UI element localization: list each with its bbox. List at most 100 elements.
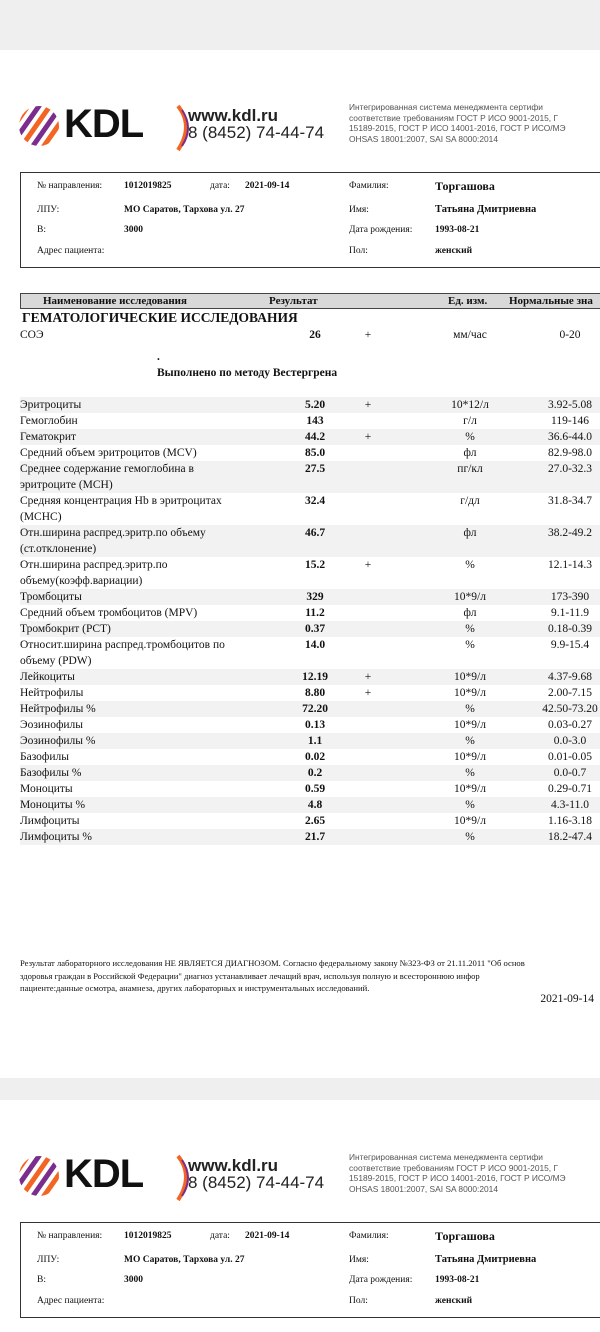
- result-row: Моноциты 0.59 10*9/л 0.29-0.71: [20, 781, 600, 797]
- test-name: Средний объем эритроцитов (MCV): [20, 447, 197, 459]
- test-name: Эозинофилы: [20, 719, 84, 731]
- report-page: KDL www.kdl.ru 8 (8452) 74-44-74 Интегриров…: [0, 1100, 600, 1332]
- result-row: Тромбокрит (PCT) 0.37% 0.18-0.39: [20, 621, 600, 637]
- reference-range: 0.29-0.71: [547, 783, 593, 795]
- method-text: Выполнено по методу Вестергрена: [157, 367, 338, 379]
- test-name: Относит.ширина распред.тромбоцитов по об…: [20, 639, 225, 667]
- logo-icon: [19, 104, 189, 152]
- reference-range: 36.6-44.0: [547, 431, 593, 443]
- reference-range: 173-390: [550, 591, 590, 603]
- column-header: Нормальные зна: [509, 295, 593, 307]
- disclaimer-line: здоровья граждан в Российской Федерации"…: [20, 970, 480, 981]
- test-name: Эозинофилы %: [20, 735, 96, 747]
- field-value: МО Саратов, Тархова ул. 27: [124, 205, 245, 215]
- reference-range: 0.0-0.7: [553, 767, 587, 779]
- table-header: Наименование исследования Результат Ед. из…: [20, 293, 600, 309]
- reference-range: 2.00-7.15: [547, 687, 593, 699]
- unit: %: [465, 831, 475, 843]
- certification-line: OHSAS 18001:2007, SAI SA 8000:2014: [349, 1183, 498, 1194]
- unit: 10*12/л: [451, 399, 489, 411]
- unit: 10*9/л: [454, 815, 486, 827]
- result-row: Среднее содержание гемоглобина в эритроц…: [20, 461, 600, 493]
- certification-line: Интегрированная система менеджмента серт…: [349, 102, 543, 112]
- test-name: Гемоглобин: [20, 415, 78, 427]
- test-name: Нейтрофилы %: [20, 703, 96, 715]
- field-label: Фамилия:: [349, 181, 389, 191]
- field-value: 1012019825: [124, 181, 172, 191]
- url: www.kdl.ru: [188, 106, 279, 125]
- test-name: Гематокрит: [20, 431, 77, 443]
- unit: 10*9/л: [454, 687, 486, 699]
- test-name: Среднее содержание гемоглобина в эритроц…: [20, 463, 194, 491]
- result-row: СОЭ 26 + мм/час 0-20: [20, 327, 600, 343]
- flag: +: [364, 559, 372, 571]
- field-value: 1993-08-21: [435, 225, 480, 235]
- result-row: Эозинофилы 0.13 10*9/л 0.03-0.27: [20, 717, 600, 733]
- url: www.kdl.ru: [188, 1156, 279, 1175]
- test-name: Базофилы: [20, 751, 70, 763]
- reference-range: 119-146: [551, 415, 589, 427]
- test-name: СОЭ: [20, 329, 44, 341]
- result: 32.4: [304, 495, 326, 507]
- field-label: ЛПУ:: [37, 1255, 60, 1265]
- result: 0.2: [307, 767, 323, 779]
- field-value: Торгашова: [435, 1229, 495, 1243]
- result: 0.37: [304, 623, 326, 635]
- result: 5.20: [304, 399, 326, 411]
- result: 72.20: [302, 703, 328, 715]
- result: 46.7: [304, 527, 326, 539]
- result-row: Гематокрит 44.2 +% 36.6-44.0: [20, 429, 600, 445]
- field-value: Торгашова: [435, 179, 495, 193]
- column-header: Ед. изм.: [448, 295, 488, 307]
- result-row: Отн.ширина распред.эритр.по объему(коэфф…: [20, 557, 600, 589]
- field-value: 3000: [124, 1275, 143, 1285]
- reference-range: 42.50-73.20: [542, 703, 598, 715]
- field-label: Имя:: [349, 205, 369, 215]
- reference-range: 0.03-0.27: [547, 719, 593, 731]
- field-label: ЛПУ:: [37, 205, 60, 215]
- disclaimer-line: пациенте:данные осмотра, анамнеза, други…: [20, 983, 370, 993]
- field-label: Пол:: [349, 246, 368, 256]
- flag: +: [364, 329, 372, 341]
- field-label: Пол:: [349, 1296, 368, 1306]
- unit: 10*9/л: [454, 719, 486, 731]
- test-name: Базофилы %: [20, 767, 82, 779]
- result-row: Средний объем эритроцитов (MCV) 85.0 фл 82.…: [20, 445, 600, 461]
- field-label: Адрес пациента:: [37, 246, 105, 256]
- reference-range: 4.37-9.68: [547, 671, 593, 683]
- unit: %: [465, 767, 475, 779]
- result-row: Нейтрофилы % 72.20% 42.50-73.20: [20, 701, 600, 717]
- unit: мм/час: [453, 329, 487, 341]
- reference-range: 9.9-15.4: [550, 639, 590, 651]
- test-name: Средняя концентрация Hb в эритроцитах (M…: [20, 495, 222, 523]
- patient-box: № направления: 1012019825 дата: 2021-09-14 Л…: [20, 172, 600, 268]
- result: 0.59: [304, 783, 326, 795]
- column-header: Результат: [269, 295, 318, 307]
- result: 2.65: [304, 815, 326, 827]
- field-value: Татьяна Дмитриевна: [435, 204, 537, 215]
- unit: фл: [463, 447, 477, 459]
- field-label: Адрес пациента:: [37, 1296, 105, 1306]
- unit: %: [465, 639, 475, 651]
- report-page: KDL www.kdl.ru 8 (8452) 74-44-74 Интегриров…: [0, 50, 600, 1078]
- result-row: Моноциты % 4.8% 4.3-11.0: [20, 797, 600, 813]
- reference-range: 3.92-5.08: [547, 399, 593, 411]
- field-value: 1012019825: [124, 1231, 172, 1241]
- field-label: № направления:: [37, 181, 103, 191]
- result: 15.2: [304, 559, 326, 571]
- field-label: В:: [37, 1275, 46, 1285]
- field-value: Татьяна Дмитриевна: [435, 1254, 537, 1265]
- field-label: Дата рождения:: [349, 225, 413, 235]
- result: 143: [306, 415, 324, 427]
- note-mark: .: [157, 351, 160, 363]
- reference-range: 18.2-47.4: [547, 831, 593, 843]
- result: 14.0: [304, 639, 326, 651]
- test-name: Средний объем тромбоцитов (MPV): [20, 607, 198, 619]
- unit: 10*9/л: [454, 783, 486, 795]
- unit: г/дл: [460, 495, 480, 507]
- result: 85.0: [304, 447, 326, 459]
- result: 27.5: [304, 463, 326, 475]
- reference-range: 31.8-34.7: [547, 495, 593, 507]
- field-value: 2021-09-14: [245, 1231, 290, 1241]
